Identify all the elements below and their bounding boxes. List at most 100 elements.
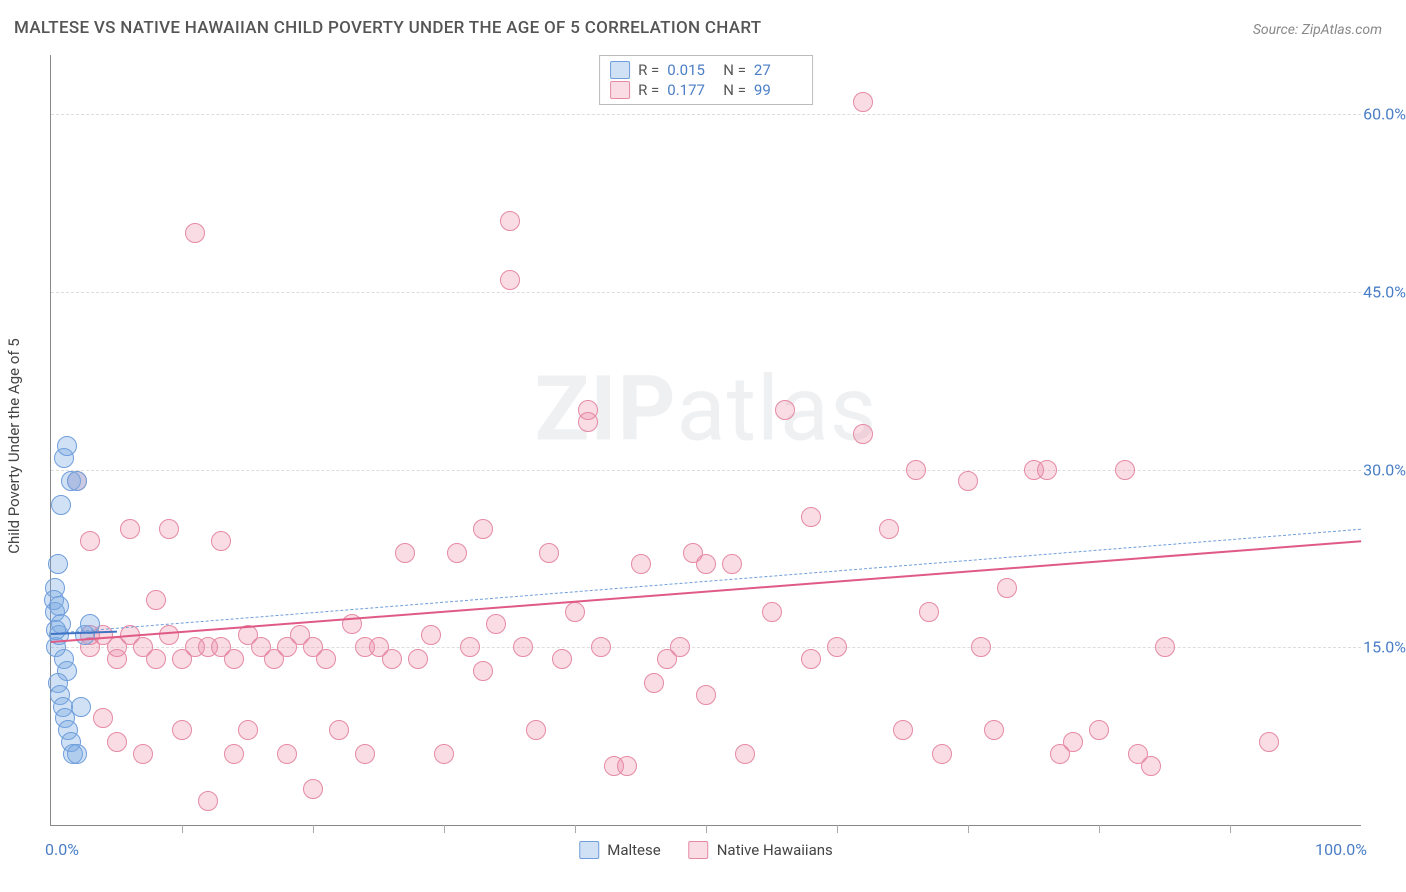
hawaiians-point xyxy=(696,554,716,574)
hawaiians-point xyxy=(984,720,1004,740)
n-label: N = xyxy=(723,61,746,79)
hawaiians-point xyxy=(395,543,415,563)
chart-title: MALTESE VS NATIVE HAWAIIAN CHILD POVERTY… xyxy=(14,18,761,38)
hawaiians-point xyxy=(801,507,821,527)
hawaiians-point xyxy=(906,460,926,480)
maltese-point xyxy=(67,744,87,764)
hawaiians-point xyxy=(1037,460,1057,480)
hawaiians-point xyxy=(971,637,991,657)
n-value-hawaiians: 99 xyxy=(754,81,802,99)
hawaiians-point xyxy=(277,744,297,764)
hawaiians-point xyxy=(460,637,480,657)
r-value-hawaiians: 0.177 xyxy=(667,81,715,99)
hawaiians-point xyxy=(224,649,244,669)
hawaiians-point xyxy=(1115,460,1135,480)
hawaiians-point xyxy=(735,744,755,764)
hawaiians-point xyxy=(107,649,127,669)
y-tick-label: 45.0% xyxy=(1316,282,1406,301)
x-axis-max-label: 100.0% xyxy=(1315,840,1367,859)
gridline xyxy=(51,470,1361,471)
maltese-point xyxy=(67,471,87,491)
x-axis-min-label: 0.0% xyxy=(45,840,79,859)
hawaiians-point xyxy=(159,519,179,539)
hawaiians-point xyxy=(958,471,978,491)
hawaiians-point xyxy=(775,400,795,420)
x-tick xyxy=(182,825,183,833)
hawaiians-point xyxy=(238,720,258,740)
maltese-point xyxy=(51,495,71,515)
hawaiians-point xyxy=(198,791,218,811)
hawaiians-point xyxy=(513,637,533,657)
hawaiians-point xyxy=(120,519,140,539)
hawaiians-point xyxy=(133,744,153,764)
source-attribution: Source: ZipAtlas.com xyxy=(1253,22,1382,38)
maltese-point xyxy=(46,620,66,640)
hawaiians-point xyxy=(355,744,375,764)
hawaiians-point xyxy=(1141,756,1161,776)
maltese-point xyxy=(57,436,77,456)
n-label: N = xyxy=(723,81,746,99)
hawaiians-point xyxy=(919,602,939,622)
hawaiians-point xyxy=(539,543,559,563)
stats-row-maltese: R = 0.015 N = 27 xyxy=(610,60,802,80)
hawaiians-point xyxy=(879,519,899,539)
hawaiians-point xyxy=(617,756,637,776)
hawaiians-point xyxy=(93,708,113,728)
x-tick xyxy=(837,825,838,833)
hawaiians-point xyxy=(486,614,506,634)
x-tick xyxy=(313,825,314,833)
hawaiians-point xyxy=(434,744,454,764)
hawaiians-point xyxy=(631,554,651,574)
legend-item-hawaiians: Native Hawaiians xyxy=(689,841,833,859)
legend-label-hawaiians: Native Hawaiians xyxy=(717,841,833,859)
hawaiians-point xyxy=(107,732,127,752)
hawaiians-point xyxy=(172,720,192,740)
legend-label-maltese: Maltese xyxy=(607,841,660,859)
hawaiians-point xyxy=(578,412,598,432)
x-tick xyxy=(706,825,707,833)
hawaiians-point xyxy=(657,649,677,669)
hawaiians-point xyxy=(1063,732,1083,752)
swatch-maltese-icon xyxy=(579,841,599,859)
r-value-maltese: 0.015 xyxy=(667,61,715,79)
hawaiians-point xyxy=(722,554,742,574)
hawaiians-point xyxy=(1089,720,1109,740)
hawaiians-point xyxy=(447,543,467,563)
hawaiians-point xyxy=(696,685,716,705)
hawaiians-point xyxy=(500,270,520,290)
maltese-point xyxy=(71,697,91,717)
y-tick-label: 30.0% xyxy=(1316,460,1406,479)
hawaiians-point xyxy=(997,578,1017,598)
hawaiians-point xyxy=(853,92,873,112)
hawaiians-point xyxy=(224,744,244,764)
hawaiians-point xyxy=(316,649,336,669)
hawaiians-point xyxy=(473,519,493,539)
x-tick xyxy=(444,825,445,833)
watermark-bold: ZIP xyxy=(535,357,677,462)
r-label: R = xyxy=(638,61,659,79)
hawaiians-point xyxy=(932,744,952,764)
hawaiians-point xyxy=(146,649,166,669)
gridline xyxy=(51,114,1361,115)
y-tick-label: 15.0% xyxy=(1316,638,1406,657)
hawaiians-point xyxy=(329,720,349,740)
hawaiians-point xyxy=(211,531,231,551)
hawaiians-point xyxy=(382,649,402,669)
hawaiians-point xyxy=(893,720,913,740)
hawaiians-point xyxy=(644,673,664,693)
hawaiians-point xyxy=(159,625,179,645)
hawaiians-point xyxy=(827,637,847,657)
hawaiians-point xyxy=(552,649,572,669)
stats-legend-box: R = 0.015 N = 27 R = 0.177 N = 99 xyxy=(599,55,813,105)
bottom-legend: Maltese Native Hawaiians xyxy=(579,841,833,859)
x-tick xyxy=(968,825,969,833)
hawaiians-point xyxy=(500,211,520,231)
hawaiians-point xyxy=(473,661,493,681)
legend-item-maltese: Maltese xyxy=(579,841,660,859)
x-tick xyxy=(575,825,576,833)
hawaiians-point xyxy=(80,531,100,551)
scatter-plot: ZIPatlas R = 0.015 N = 27 R = 0.177 N = … xyxy=(50,55,1361,826)
hawaiians-point xyxy=(591,637,611,657)
hawaiians-point xyxy=(853,424,873,444)
hawaiians-point xyxy=(762,602,782,622)
